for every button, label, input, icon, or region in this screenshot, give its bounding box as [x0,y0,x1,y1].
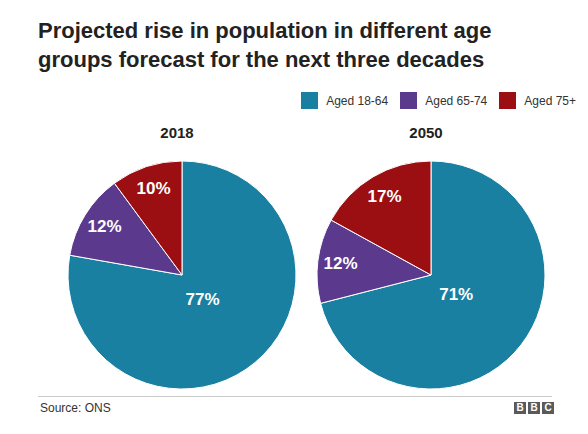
html-text:Projected rise in population i: Projected rise in population in differen… [38,18,492,72]
html-text:2018: 2018 [160,124,194,141]
svg-text:12%: 12% [324,254,358,273]
html-text:B: B [530,402,538,413]
html-text:2050: 2050 [409,124,443,141]
svg-text:77%: 77% [186,290,220,309]
html-text:B: B [516,402,524,413]
svg-text:71%: 71% [439,285,473,304]
svg-text:12%: 12% [87,217,121,236]
html-text:Aged 18-64: Aged 18-64 [326,93,389,108]
svg-text:10%: 10% [137,179,171,198]
html-text:Aged 65-74: Aged 65-74 [425,93,488,108]
html-text:C: C [544,402,552,413]
svg-text:17%: 17% [368,187,402,206]
html-text:Aged 75+: Aged 75+ [524,93,576,108]
html-text:Source: ONS: Source: ONS [40,401,111,415]
